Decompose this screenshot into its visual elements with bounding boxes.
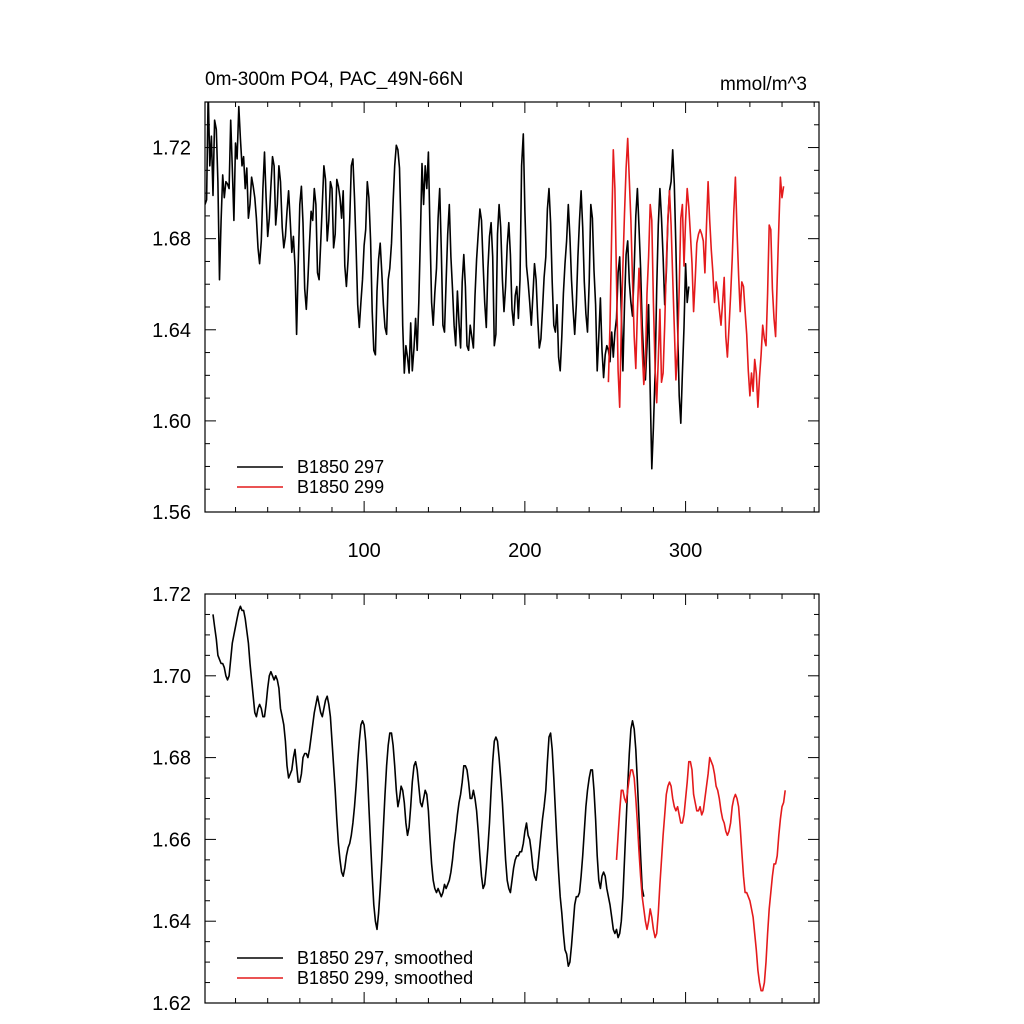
series-line-299: [615, 756, 786, 992]
y-tick-label: 1.68: [152, 229, 191, 251]
y-tick-label: 1.64: [152, 911, 191, 933]
y-tick-label: 1.70: [152, 666, 191, 688]
x-tick-label: 100: [347, 540, 380, 562]
y-tick-label: 1.72: [152, 584, 191, 606]
chart-title: 0m-300m PO4, PAC_49N-66N: [205, 69, 463, 90]
y-tick-label: 1.64: [152, 320, 191, 342]
legend-label: B1850 299: [297, 477, 384, 497]
y-tick-label: 1.56: [152, 502, 191, 524]
plot-frame: [204, 593, 820, 1004]
series-line-297: [212, 605, 645, 968]
bottom-panel: 1.62 1.64 1.66 1.68 1.70 1.72 B1850 297, smoot…: [152, 584, 820, 1015]
series-line-299: [607, 137, 785, 409]
x-tick-label: 200: [508, 540, 541, 562]
y-tick-label: 1.66: [152, 829, 191, 851]
y-tick-label: 1.60: [152, 411, 191, 433]
legend-label: B1850 299, smoothed: [297, 968, 473, 988]
series-line-297: [205, 102, 690, 470]
y-tick-label: 1.68: [152, 748, 191, 770]
y-tick-label: 1.72: [152, 138, 191, 160]
y-tick-label: 1.62: [152, 993, 191, 1015]
top-panel: 1.56 1.60 1.64 1.68 1.72 100 200 300 0m-300m PO4…: [152, 69, 820, 562]
units-label: mmol/m^3: [720, 74, 807, 95]
x-tick-label: 300: [669, 540, 702, 562]
legend-label: B1850 297: [297, 457, 384, 477]
legend-label: B1850 297, smoothed: [297, 948, 473, 968]
